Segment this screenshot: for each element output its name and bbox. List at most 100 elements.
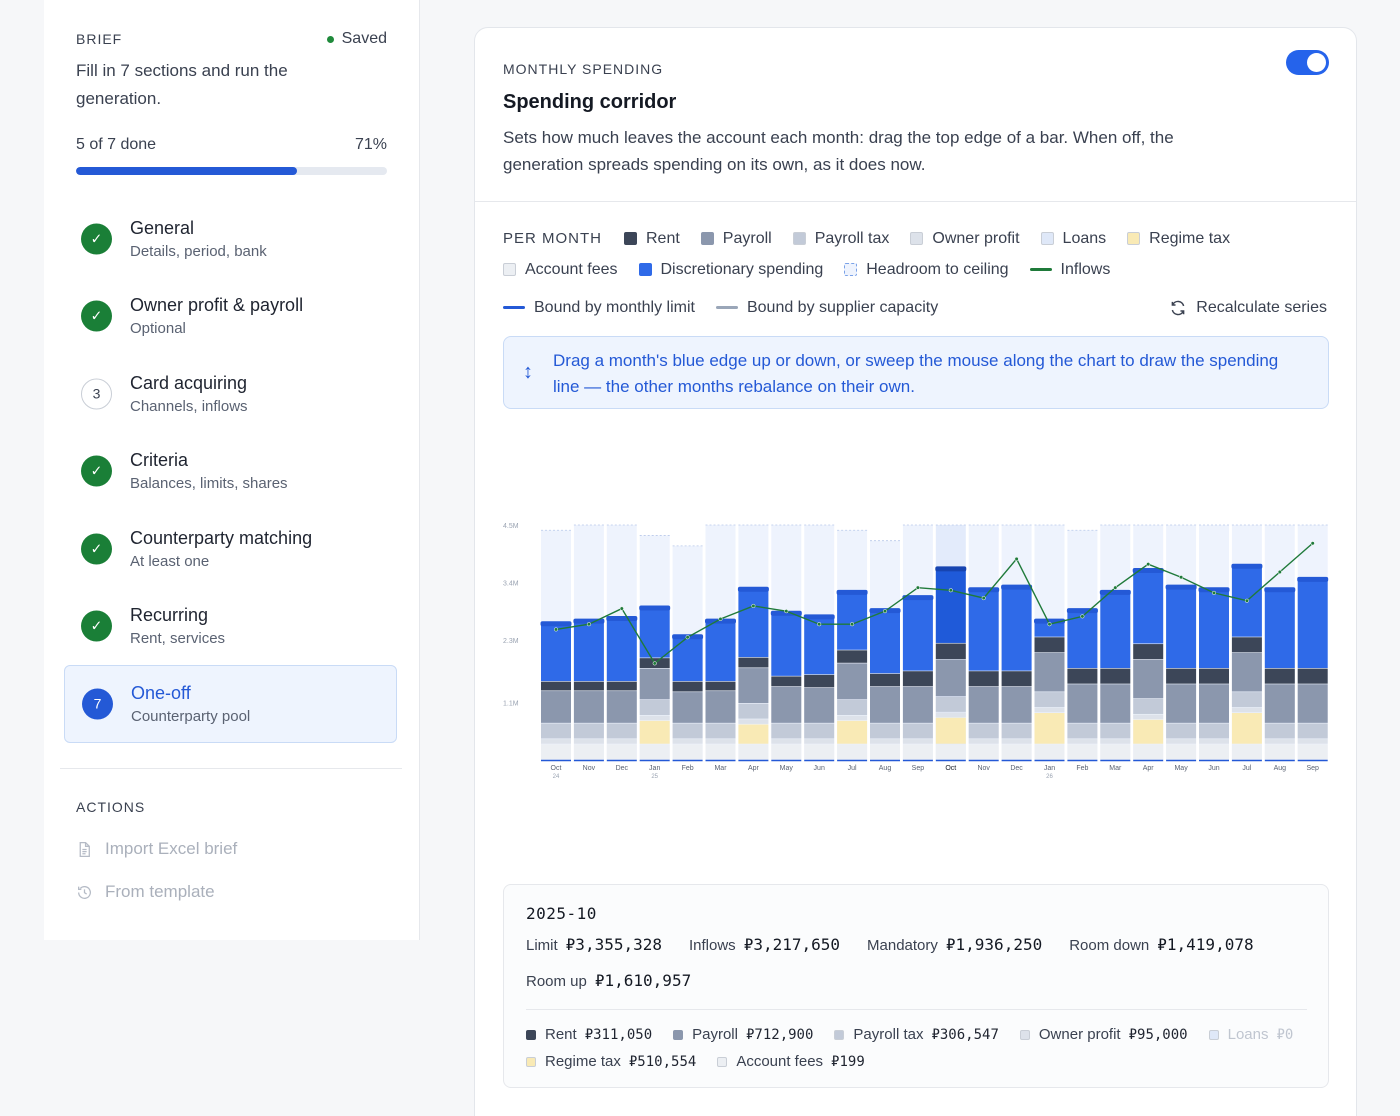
refresh-icon [1171, 300, 1185, 315]
bar-segment [672, 637, 703, 682]
step-item[interactable]: ✓ Owner profit & payroll Optional [64, 278, 397, 356]
step-text: Recurring Rent, services [130, 605, 225, 647]
bar-segment [606, 723, 637, 739]
spending-chart-svg[interactable]: 4.5M 3.4M 2.3M 1.1M Oct 24 Nov Dec Jan 25 Feb Mar Ap… [503, 508, 1333, 788]
x-tick-label: Oct [551, 765, 562, 772]
inflow-point [981, 596, 986, 601]
bar-segment [1264, 684, 1295, 723]
recalculate-series-button[interactable]: Recalculate series [1169, 292, 1327, 323]
bar-segment [639, 608, 670, 658]
bar-segment [935, 744, 966, 760]
legend-label: Payroll [722, 229, 772, 247]
bar-segment [804, 674, 835, 688]
legend-label: Inflows [1060, 260, 1111, 278]
breakdown-value: ₽311,050 [584, 1026, 653, 1043]
bar-segment [968, 744, 999, 760]
bar-segment [1297, 739, 1328, 744]
bar-segment [606, 739, 637, 744]
bar-segment [804, 744, 835, 760]
breakdown-swatch-icon [673, 1029, 684, 1040]
bar-segment [837, 744, 868, 760]
breakdown-item: Owner profit ₽95,000 [1019, 1021, 1188, 1048]
bar-segment [1133, 719, 1164, 744]
bar-segment [837, 720, 868, 744]
card-title: Spending corridor [503, 91, 677, 113]
step-item[interactable]: ✓ Criteria Balances, limits, shares [64, 433, 397, 511]
year-label: 25 [651, 774, 658, 780]
bar-segment [639, 715, 670, 721]
spending-chart[interactable]: 4.5M 3.4M 2.3M 1.1M Oct 24 Nov Dec Jan 25 Feb Mar Ap… [503, 508, 1333, 788]
bar-segment [1034, 744, 1065, 760]
step-item[interactable]: 3 Card acquiring Channels, inflows [64, 355, 397, 433]
bound-limit-label: Bound by monthly limit [534, 298, 695, 316]
bar-segment [705, 621, 736, 682]
detail-breakdown: Rent ₽311,050 Payroll ₽712,900 Payroll tax ₽3… [526, 1021, 1316, 1075]
bar-segment [1133, 714, 1164, 720]
step-item[interactable]: 7 One-off Counterparty pool [64, 665, 397, 743]
corridor-toggle[interactable] [1286, 50, 1329, 75]
bar-segment [541, 691, 571, 723]
bar-segment [1001, 744, 1032, 760]
detail-metric: Inflows ₽3,217,650 [689, 935, 840, 957]
bar-segment [1100, 739, 1131, 744]
bar-segment [804, 687, 835, 723]
step-item[interactable]: ✓ Counterparty matching At least one [64, 510, 397, 588]
bar-segment [870, 739, 900, 744]
bar-segment [1199, 739, 1229, 744]
import-excel-action[interactable]: Import Excel brief [76, 839, 237, 859]
limit-handle [902, 595, 934, 601]
inflow-point [553, 627, 559, 632]
x-tick-label: Jul [848, 765, 857, 772]
bound-legend-row: Bound by monthly limit Bound by supplier… [503, 292, 1333, 323]
from-template-action[interactable]: From template [76, 882, 215, 902]
bar-segment [1001, 739, 1032, 744]
detail-metric: Room up ₽1,610,957 [526, 971, 691, 993]
limit-handle [1001, 584, 1033, 590]
bar-segment [672, 744, 703, 760]
limit-handle [968, 587, 1000, 593]
bar-segment [1133, 659, 1164, 699]
detail-divider [526, 1009, 1307, 1010]
inflow-point [685, 635, 690, 640]
bar-segment [771, 686, 802, 723]
bar-segment [705, 739, 736, 744]
bar-segment [968, 671, 999, 687]
history-icon [78, 885, 91, 899]
inflow-point [619, 606, 624, 611]
bar-segment [935, 659, 966, 697]
bar-segment [1264, 590, 1295, 669]
bar-segment [771, 613, 802, 676]
step-item[interactable]: ✓ General Details, period, bank [64, 200, 397, 278]
step-item[interactable]: ✓ Recurring Rent, services [64, 588, 397, 666]
inflow-point [817, 622, 822, 627]
metric-label: Inflows [689, 937, 736, 954]
vertical-arrows-icon: ↕ [523, 361, 533, 383]
breakdown-label: Payroll tax [853, 1026, 924, 1043]
breakdown-swatch-icon [717, 1056, 728, 1067]
bar-segment [672, 681, 703, 692]
bar-segment [1133, 698, 1164, 714]
bar-segment [1067, 684, 1098, 723]
bar-segment [935, 696, 966, 712]
bar-segment [771, 676, 802, 687]
bar-segment [968, 590, 999, 671]
bar-segment [639, 699, 670, 716]
y-tick-label: 2.3M [503, 638, 519, 645]
bar-segment [1166, 739, 1197, 744]
inflow-point [1179, 575, 1184, 580]
check-icon: ✓ [81, 223, 112, 255]
bar-segment [738, 724, 769, 744]
bar-segment [1067, 739, 1098, 744]
bar-segment [968, 686, 999, 723]
step-title: Counterparty matching [130, 527, 313, 548]
breakdown-swatch-icon [1019, 1029, 1030, 1040]
step-text: One-off Counterparty pool [131, 683, 250, 725]
bar-segment [573, 681, 604, 691]
step-subtitle: Balances, limits, shares [130, 475, 288, 493]
bar-segment [902, 739, 933, 744]
bar-segment [1297, 684, 1328, 723]
sidebar: BRIEF Saved Fill in 7 sections and run t… [44, 0, 420, 940]
bar-segment [1199, 723, 1229, 739]
step-subtitle: At least one [130, 552, 210, 570]
bar-segment [573, 744, 604, 760]
